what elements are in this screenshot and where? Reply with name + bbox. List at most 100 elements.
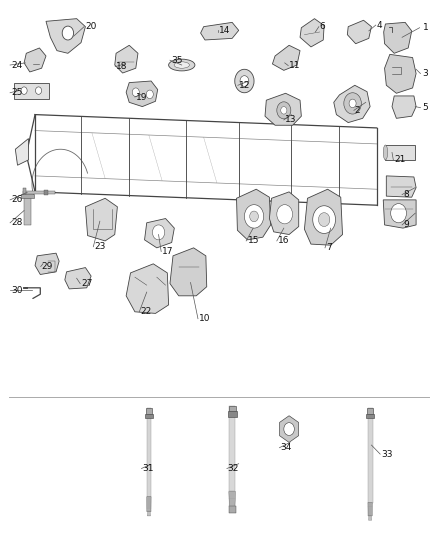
- Polygon shape: [347, 20, 371, 44]
- Circle shape: [284, 423, 294, 435]
- Text: 18: 18: [116, 62, 127, 71]
- Text: 21: 21: [394, 156, 406, 164]
- Bar: [385, 145, 415, 160]
- Polygon shape: [368, 516, 372, 520]
- Polygon shape: [126, 81, 158, 107]
- Text: 25: 25: [11, 88, 22, 97]
- Circle shape: [277, 102, 291, 119]
- Polygon shape: [126, 264, 169, 313]
- Polygon shape: [145, 414, 153, 418]
- Polygon shape: [237, 189, 271, 240]
- Text: 27: 27: [81, 279, 92, 288]
- Polygon shape: [147, 512, 151, 516]
- Text: 19: 19: [136, 93, 147, 101]
- Polygon shape: [366, 414, 374, 418]
- Text: 17: 17: [162, 247, 173, 256]
- Circle shape: [21, 87, 27, 94]
- Polygon shape: [368, 503, 372, 516]
- Polygon shape: [368, 408, 372, 503]
- Text: 11: 11: [289, 61, 300, 70]
- Text: 14: 14: [219, 26, 230, 35]
- Polygon shape: [279, 416, 299, 442]
- Text: 26: 26: [11, 196, 22, 204]
- Polygon shape: [265, 93, 301, 125]
- Polygon shape: [201, 22, 239, 40]
- Polygon shape: [229, 406, 236, 491]
- Text: 9: 9: [403, 221, 409, 229]
- Circle shape: [349, 99, 356, 108]
- Text: 29: 29: [42, 262, 53, 271]
- Polygon shape: [21, 194, 34, 198]
- Circle shape: [152, 225, 165, 240]
- Bar: [14, 83, 49, 99]
- Text: 31: 31: [142, 464, 154, 473]
- Text: 6: 6: [320, 22, 325, 31]
- Text: 32: 32: [228, 464, 239, 473]
- Text: 30: 30: [11, 286, 22, 295]
- Text: 33: 33: [381, 450, 392, 458]
- Text: 8: 8: [403, 190, 409, 199]
- Polygon shape: [229, 506, 236, 513]
- Polygon shape: [385, 54, 416, 93]
- Text: 15: 15: [247, 237, 259, 245]
- Text: 20: 20: [85, 22, 97, 31]
- Polygon shape: [392, 96, 416, 118]
- Polygon shape: [15, 139, 28, 165]
- Polygon shape: [383, 200, 416, 228]
- Circle shape: [318, 213, 330, 227]
- Text: 28: 28: [11, 219, 22, 227]
- Circle shape: [62, 26, 74, 40]
- Polygon shape: [44, 190, 48, 195]
- Text: 10: 10: [199, 314, 211, 323]
- Ellipse shape: [383, 145, 388, 160]
- Polygon shape: [170, 248, 207, 296]
- Text: 12: 12: [239, 81, 250, 90]
- Text: 23: 23: [94, 243, 106, 251]
- Text: 24: 24: [11, 61, 22, 69]
- Polygon shape: [65, 268, 91, 289]
- Circle shape: [235, 69, 254, 93]
- Circle shape: [313, 206, 336, 233]
- Circle shape: [391, 204, 406, 223]
- Circle shape: [277, 205, 293, 224]
- Polygon shape: [304, 189, 343, 245]
- Text: 35: 35: [171, 56, 182, 64]
- Polygon shape: [146, 408, 152, 414]
- Ellipse shape: [174, 62, 189, 68]
- Polygon shape: [85, 198, 117, 241]
- Polygon shape: [46, 19, 85, 53]
- Text: 3: 3: [423, 69, 428, 78]
- Text: 16: 16: [278, 237, 290, 245]
- Polygon shape: [384, 22, 412, 53]
- Text: 22: 22: [140, 308, 152, 316]
- Circle shape: [240, 76, 249, 86]
- Polygon shape: [334, 85, 370, 123]
- Text: 7: 7: [326, 244, 332, 252]
- Text: 5: 5: [423, 103, 428, 112]
- Text: 4: 4: [377, 21, 382, 29]
- Circle shape: [250, 211, 258, 222]
- Circle shape: [281, 107, 287, 114]
- Polygon shape: [23, 188, 26, 197]
- Polygon shape: [24, 48, 46, 72]
- Polygon shape: [115, 45, 138, 73]
- Polygon shape: [229, 406, 236, 411]
- Circle shape: [244, 205, 264, 228]
- Circle shape: [344, 93, 361, 114]
- Polygon shape: [145, 219, 174, 248]
- Polygon shape: [272, 45, 300, 70]
- Text: 34: 34: [280, 443, 292, 452]
- Polygon shape: [35, 253, 59, 274]
- Polygon shape: [300, 19, 324, 47]
- Polygon shape: [147, 497, 151, 512]
- Text: 1: 1: [423, 23, 428, 32]
- Circle shape: [35, 87, 42, 94]
- Polygon shape: [367, 408, 373, 414]
- Text: 13: 13: [285, 116, 296, 124]
- Polygon shape: [23, 191, 55, 194]
- Polygon shape: [228, 411, 237, 417]
- Text: 2: 2: [355, 106, 360, 115]
- Polygon shape: [386, 176, 416, 197]
- Polygon shape: [229, 491, 236, 507]
- Polygon shape: [269, 192, 299, 235]
